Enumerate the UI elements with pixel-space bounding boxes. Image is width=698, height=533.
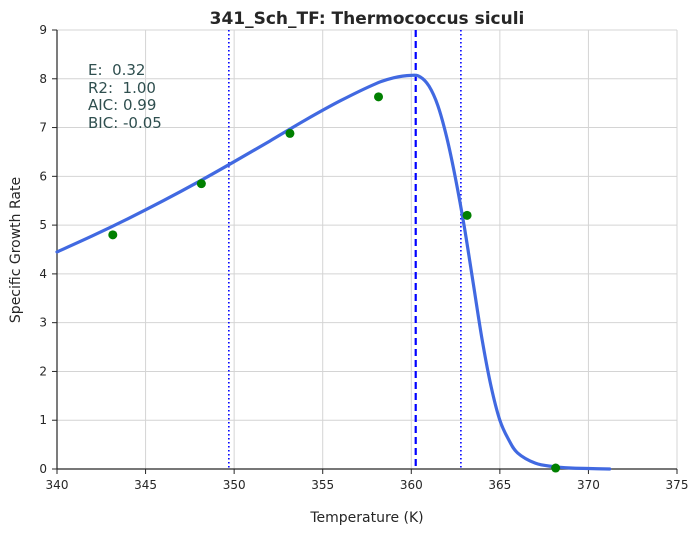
observed-data-point [196, 179, 206, 189]
chart-title: 341_Sch_TF: Thermococcus siculi [210, 9, 525, 29]
y-tick-label: 1 [39, 413, 47, 427]
y-tick-label: 8 [39, 72, 47, 86]
fitted-curve-layer [55, 73, 612, 471]
x-tick-label: 370 [577, 478, 600, 492]
stat-aic: AIC: 0.99 [88, 96, 156, 114]
observed-data-point [285, 128, 295, 138]
observed-data-point [462, 210, 472, 220]
y-tick-label: 5 [39, 218, 47, 232]
observed-data-point [374, 92, 384, 102]
y-tick-label: 7 [39, 121, 47, 135]
reference-lines [228, 30, 462, 469]
stat-bic: BIC: -0.05 [88, 114, 162, 132]
x-axis-label: Temperature (K) [309, 510, 423, 526]
y-tick-label: 3 [39, 316, 47, 330]
y-tick-label: 0 [39, 462, 47, 476]
x-tick-label: 375 [666, 478, 689, 492]
y-tick-label: 6 [39, 169, 47, 183]
y-tick-label: 9 [39, 23, 47, 37]
observed-data-point [108, 230, 118, 240]
x-tick-label: 360 [400, 478, 423, 492]
fitted-growth-curve [55, 73, 612, 471]
x-tick-label: 345 [134, 478, 157, 492]
stat-r2: R2: 1.00 [88, 79, 156, 97]
x-tick-label: 355 [311, 478, 334, 492]
y-tick-label: 4 [39, 267, 47, 281]
fit-statistics: E: 0.32 R2: 1.00 AIC: 0.99 BIC: -0.05 [88, 61, 162, 132]
x-tick-label: 350 [223, 478, 246, 492]
stat-e: E: 0.32 [88, 61, 145, 79]
observed-points-layer [108, 92, 561, 473]
observed-data-point [551, 463, 561, 473]
y-tick-label: 2 [39, 364, 47, 378]
y-axis-label: Specific Growth Rate [8, 177, 24, 323]
x-tick-label: 340 [46, 478, 69, 492]
x-tick-label: 365 [488, 478, 511, 492]
